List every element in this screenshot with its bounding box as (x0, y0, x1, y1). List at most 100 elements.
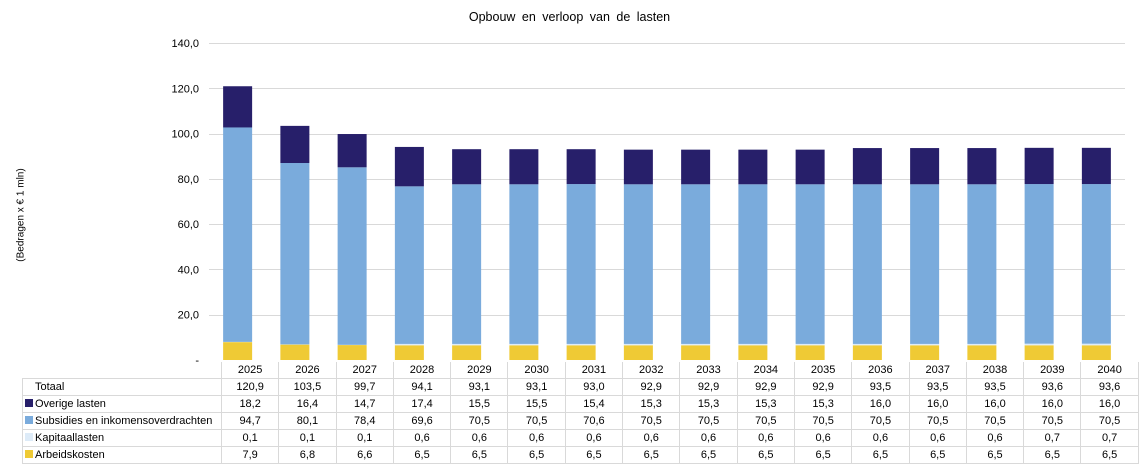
bar-segment-arbeidskosten (795, 345, 825, 360)
bar-segment-overige-lasten (795, 149, 825, 185)
bar-segment-overige-lasten (910, 148, 940, 185)
bar-segment-kapitaallasten (452, 343, 482, 346)
table-cell: 0,6 (622, 429, 681, 447)
row-label: Overige lasten (22, 395, 222, 413)
bar-segment-kapitaallasten (509, 343, 539, 346)
table-corner (22, 362, 222, 379)
bar-stack-2025 (223, 86, 253, 360)
table-cell: 0,6 (450, 429, 509, 447)
bar-segment-kapitaallasten (852, 343, 882, 346)
bar-segment-subsidies-en-inkomensoverdrachten (967, 184, 997, 344)
bar-stack-2031 (566, 149, 596, 360)
table-cell: 70,5 (507, 412, 566, 430)
x-tick-label: 2032 (622, 362, 681, 379)
table-header-row: 2025 2026 2027 2028 2029 2030 2031 2032 2033 2034… (22, 362, 1139, 379)
bar-segment-subsidies-en-inkomensoverdrachten (738, 184, 768, 344)
bar-stack-2026 (280, 125, 310, 360)
x-tick-label: 2033 (679, 362, 738, 379)
table-cell: 6,5 (564, 446, 624, 464)
bar-stack-2033 (681, 149, 711, 360)
bar-segment-arbeidskosten (452, 345, 482, 360)
table-cell: 0,6 (793, 429, 853, 447)
table-cell: 6,5 (965, 446, 1025, 464)
bar-stack-2034 (738, 149, 768, 360)
table-cell: 15,3 (622, 395, 681, 413)
x-tick-label: 2029 (450, 362, 509, 379)
x-tick-label: 2027 (335, 362, 394, 379)
table-row-overige-lasten: Overige lasten 18,2 16,4 14,7 17,4 15,5 15,5 15… (22, 395, 1139, 413)
bar-segment-kapitaallasten (1081, 343, 1111, 346)
table-cell: 93,5 (908, 378, 967, 396)
table-cell: 17,4 (392, 395, 452, 413)
x-tick-label: 2037 (908, 362, 967, 379)
bars (223, 86, 1111, 360)
bar-segment-arbeidskosten (280, 344, 310, 360)
bar-segment-overige-lasten (967, 148, 997, 185)
bar-segment-subsidies-en-inkomensoverdrachten (566, 184, 596, 344)
table-cell: 7,9 (220, 446, 280, 464)
table-cell: 99,7 (335, 378, 394, 396)
bar-segment-kapitaallasten (1024, 343, 1054, 346)
table-cell: 0,6 (736, 429, 795, 447)
bar-segment-overige-lasten (566, 149, 596, 185)
chart-title: Opbouw en verloop van de lasten (468, 10, 671, 24)
bar-segment-kapitaallasten (967, 343, 997, 346)
bar-segment-overige-lasten (852, 148, 882, 185)
table-cell: 93,6 (1080, 378, 1139, 396)
table-cell: 70,5 (1023, 412, 1082, 430)
table-cell: 0,1 (278, 429, 337, 447)
table-cell: 6,5 (392, 446, 452, 464)
bar-segment-subsidies-en-inkomensoverdrachten (910, 184, 940, 344)
table-cell: 70,5 (679, 412, 738, 430)
table-cell: 70,5 (1080, 412, 1139, 430)
bar-segment-arbeidskosten (223, 342, 253, 360)
bar-segment-overige-lasten (1024, 147, 1054, 185)
table-cell: 14,7 (335, 395, 394, 413)
x-tick-label: 2031 (564, 362, 624, 379)
bar-segment-overige-lasten (623, 149, 653, 185)
table-cell: 0,7 (1023, 429, 1082, 447)
row-label: Totaal (22, 378, 222, 396)
table-row-subsidies-en-inkomensoverdrachten: Subsidies en inkomensoverdrachten 94,7 80,… (22, 412, 1139, 430)
bar-stack-2039 (1024, 147, 1054, 360)
bar-segment-overige-lasten (681, 149, 711, 185)
legend-label: Arbeidskosten (35, 449, 105, 461)
table-cell: 70,6 (564, 412, 624, 430)
bar-segment-subsidies-en-inkomensoverdrachten (623, 184, 653, 344)
table-cell: 80,1 (278, 412, 337, 430)
row-label: Subsidies en inkomensoverdrachten (22, 412, 222, 430)
table-cell: 6,5 (851, 446, 910, 464)
table-cell: 6,5 (1023, 446, 1082, 464)
table-cell: 0,6 (965, 429, 1025, 447)
bar-segment-kapitaallasten (566, 343, 596, 346)
table-cell: 6,5 (736, 446, 795, 464)
bar-segment-arbeidskosten (910, 345, 940, 360)
table-row-totaal: Totaal 120,9 103,5 99,7 94,1 93,1 93,1 93,0 92,9… (22, 378, 1139, 396)
bar-segment-overige-lasten (280, 125, 310, 164)
x-tick-label: 2040 (1080, 362, 1139, 379)
x-tick-label: 2030 (507, 362, 566, 379)
bar-segment-arbeidskosten (738, 345, 768, 360)
table-cell: 70,5 (736, 412, 795, 430)
table-cell: 15,5 (450, 395, 509, 413)
table-cell: 93,5 (965, 378, 1025, 396)
x-tick-label: 2038 (965, 362, 1025, 379)
bar-stack-2028 (394, 146, 424, 360)
table-cell: 0,1 (220, 429, 280, 447)
bar-segment-overige-lasten (1081, 147, 1111, 185)
bar-segment-arbeidskosten (623, 345, 653, 360)
bar-segment-subsidies-en-inkomensoverdrachten (509, 184, 539, 344)
x-tick-label: 2035 (793, 362, 853, 379)
bar-segment-subsidies-en-inkomensoverdrachten (1081, 184, 1111, 344)
y-tick-label: 40,0 (178, 264, 199, 276)
table-cell: 70,5 (622, 412, 681, 430)
y-tick-label: 120,0 (171, 83, 199, 95)
bar-stack-2029 (452, 149, 482, 360)
x-tick-label: 2028 (392, 362, 452, 379)
bar-segment-subsidies-en-inkomensoverdrachten (1024, 184, 1054, 344)
bar-segment-subsidies-en-inkomensoverdrachten (681, 184, 711, 344)
table-cell: 0,6 (908, 429, 967, 447)
bar-segment-arbeidskosten (394, 345, 424, 360)
table-cell: 93,1 (507, 378, 566, 396)
table-cell: 6,6 (335, 446, 394, 464)
